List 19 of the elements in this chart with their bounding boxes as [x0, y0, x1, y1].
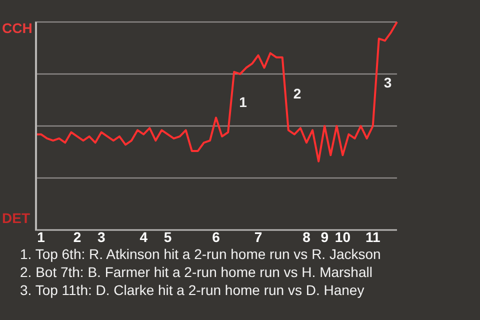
x-tick-label: 11: [365, 228, 380, 245]
x-tick-label: 9: [320, 228, 329, 245]
x-tick-label: 2: [73, 228, 82, 245]
text: DET: [2, 210, 30, 226]
x-tick-label: 1: [37, 228, 46, 245]
x-tick-label: 7: [254, 228, 262, 245]
x-tick-label: 4: [140, 228, 148, 245]
text: 1. Top 6th: R. Atkinson hit a 2-run home run vs R. Jackson: [20, 245, 381, 263]
annotation: 2: [293, 86, 302, 102]
x-tick-label: 8: [302, 228, 311, 245]
x-tick-label: 5: [164, 228, 172, 245]
annotation: 3: [384, 74, 392, 90]
annotation: 1: [239, 94, 248, 110]
text: CCH: [2, 20, 32, 36]
x-tick-label: 3: [97, 228, 106, 245]
x-tick-label: 6: [212, 228, 220, 245]
text: 2. Bot 7th: B. Farmer hit a 2-run home run vs H. Marshall: [20, 263, 374, 281]
text: 3. Top 11th: D. Clarke hit a 2-run home run vs D. Haney: [20, 281, 366, 299]
x-tick-label: 10: [334, 228, 351, 245]
